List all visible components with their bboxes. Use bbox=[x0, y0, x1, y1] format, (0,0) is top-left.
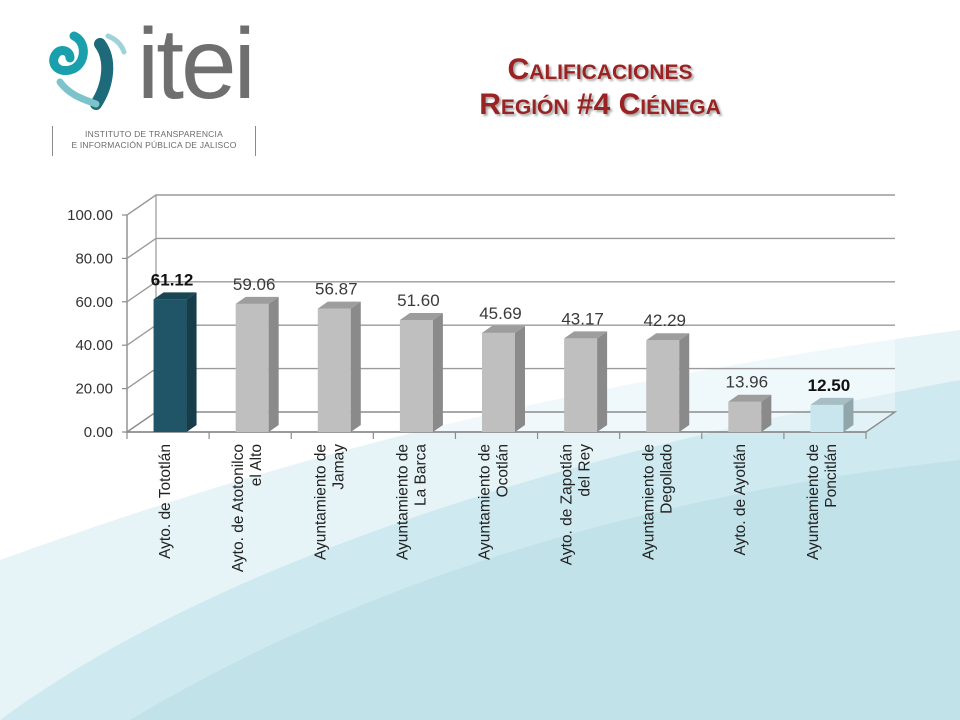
bar-side bbox=[350, 301, 361, 432]
x-category-label: Ayuntamiento de La Barca bbox=[394, 444, 429, 560]
y-tick-label: 100.00 bbox=[67, 207, 113, 224]
x-category-label: Ayuntamiento de Poncitlán bbox=[805, 444, 840, 560]
x-category-label: Ayto. de Atotonilco el Alto bbox=[230, 444, 265, 572]
x-category-label-line: Jamay bbox=[330, 444, 347, 490]
x-category-label-line: Ayuntamiento de bbox=[394, 444, 411, 560]
y-tick-label: 40.00 bbox=[75, 337, 113, 354]
logo-subtitle-line-1: INSTITUTO DE TRANSPARENCIA bbox=[85, 129, 223, 139]
bar bbox=[317, 301, 361, 432]
gridline bbox=[126, 194, 895, 216]
bar-top bbox=[399, 313, 443, 321]
bar-top bbox=[810, 397, 854, 405]
x-category-label-line: Ayto. de Zapotlán bbox=[559, 444, 576, 565]
bar-value-label: 13.96 bbox=[726, 373, 769, 392]
x-category-label-line: Ayuntamiento de bbox=[805, 444, 822, 560]
x-category-label: Ayuntamiento de Jamay bbox=[312, 444, 347, 560]
bar-top bbox=[564, 331, 608, 339]
x-category-label-line: Ayuntamiento de bbox=[641, 444, 658, 560]
bar bbox=[564, 331, 608, 432]
logo-swirl-icon bbox=[49, 31, 127, 110]
bar-side bbox=[515, 325, 525, 432]
bar-top bbox=[317, 301, 361, 309]
bar-front bbox=[810, 404, 844, 432]
x-category-label: Ayto. de Ayotlán bbox=[732, 444, 749, 555]
x-category-label-line: el Alto bbox=[248, 444, 265, 486]
x-category-label-line: Ocotlán bbox=[495, 444, 512, 497]
y-tick-label: 0.00 bbox=[84, 424, 113, 441]
gridline bbox=[126, 237, 895, 259]
itei-logo: itei INSTITUTO DE TRANSPARENCIA E INFORM… bbox=[0, 0, 300, 170]
logo-subtitle: INSTITUTO DE TRANSPARENCIA E INFORMACIÓN… bbox=[52, 126, 256, 156]
x-category-label-line: Poncitlán bbox=[823, 444, 840, 508]
bar-top bbox=[646, 333, 690, 341]
bar bbox=[482, 325, 525, 432]
bar-value-label: 59.06 bbox=[233, 275, 276, 294]
page-title-line-2: Región #4 Ciénega bbox=[479, 88, 721, 121]
bar-front bbox=[399, 320, 433, 432]
bar bbox=[728, 394, 772, 432]
bar-side bbox=[186, 292, 197, 432]
y-tick-label: 20.00 bbox=[75, 381, 113, 398]
bar-top bbox=[153, 292, 197, 300]
bar-value-label: 43.17 bbox=[561, 309, 604, 328]
bar bbox=[153, 292, 197, 432]
bar-side bbox=[597, 331, 608, 432]
x-category-label-line: Degollado bbox=[659, 444, 676, 514]
x-category-label-line: Ayto. de Ayotlán bbox=[732, 444, 749, 555]
bar-front bbox=[235, 303, 269, 432]
x-category-label: Ayto. de Zapotlán del Rey bbox=[559, 444, 594, 565]
bar-value-label: 56.87 bbox=[315, 280, 358, 299]
x-category-label: Ayto. de Tototlán bbox=[157, 444, 174, 559]
bar-value-label: 45.69 bbox=[479, 304, 522, 323]
x-category-label-line: Ayto. de Tototlán bbox=[157, 444, 174, 559]
logo-wordmark: itei bbox=[137, 8, 256, 120]
bar-front bbox=[564, 338, 598, 432]
x-category-label-line: Ayuntamiento de bbox=[477, 444, 494, 560]
bar bbox=[235, 296, 279, 432]
bar bbox=[810, 397, 854, 432]
bar-side bbox=[843, 397, 854, 432]
bar-front bbox=[646, 340, 680, 432]
bar-front bbox=[317, 308, 351, 432]
logo-subtitle-line-2: E INFORMACIÓN PÚBLICA DE JALISCO bbox=[71, 140, 237, 150]
bar-value-label: 42.29 bbox=[643, 311, 686, 330]
bar-front bbox=[153, 299, 187, 432]
bar-top bbox=[728, 394, 772, 402]
bar-value-label: 61.12 bbox=[151, 270, 194, 289]
bar-top bbox=[235, 296, 279, 304]
x-category-label-line: Ayto. de Atotonilco bbox=[230, 444, 247, 572]
bar-value-label: 12.50 bbox=[808, 376, 851, 395]
x-category-label-line: La Barca bbox=[412, 444, 429, 506]
gridline bbox=[126, 281, 895, 303]
x-category-label-line: Ayuntamiento de bbox=[312, 444, 329, 560]
bar bbox=[399, 313, 443, 432]
page-title-line-1: Calificaciones bbox=[507, 53, 693, 86]
bar-side bbox=[268, 296, 279, 432]
bar-top bbox=[482, 325, 525, 333]
bar-side bbox=[432, 313, 443, 432]
bar-value-label: 51.60 bbox=[397, 291, 440, 310]
bar-side bbox=[679, 333, 690, 432]
bar-front bbox=[482, 332, 515, 432]
y-tick-label: 60.00 bbox=[75, 294, 113, 311]
bar-front bbox=[728, 401, 762, 432]
page-title: Calificaciones Región #4 Ciénega bbox=[400, 52, 800, 122]
y-tick-label: 80.00 bbox=[75, 250, 113, 267]
x-category-label-line: del Rey bbox=[577, 444, 594, 497]
x-category-label: Ayuntamiento de Ocotlán bbox=[477, 444, 512, 560]
bar-side bbox=[761, 394, 772, 432]
x-category-label: Ayuntamiento de Degollado bbox=[641, 444, 676, 560]
bar bbox=[646, 333, 690, 432]
